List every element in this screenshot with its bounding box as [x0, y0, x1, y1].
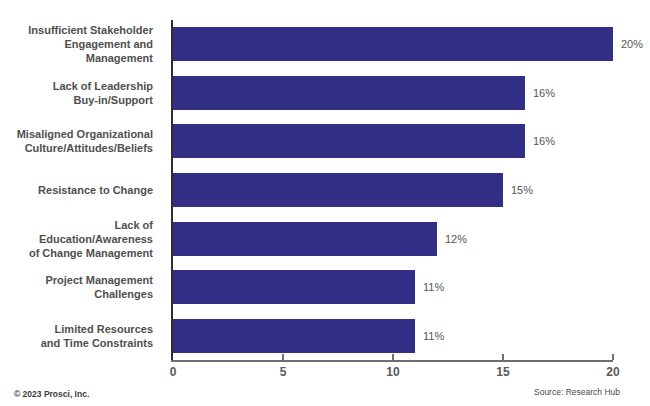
- bar: [173, 270, 415, 304]
- source-text: Source: Research Hub: [534, 387, 620, 397]
- bar-value-label: 12%: [445, 233, 467, 245]
- x-axis-tick: [612, 354, 614, 360]
- category-label: Limited Resources and Time Constraints: [0, 311, 153, 360]
- category-labels: Insufficient Stakeholder Engagement and …: [0, 20, 163, 360]
- x-axis-tick-label: 10: [373, 365, 413, 379]
- plot-area: 20%16%16%15%12%11%11%: [173, 20, 613, 360]
- x-axis-tick-label: 0: [153, 365, 193, 379]
- category-label: Lack of Education/Awareness of Change Ma…: [0, 214, 153, 263]
- category-label: Insufficient Stakeholder Engagement and …: [0, 20, 153, 69]
- bar: [173, 319, 415, 353]
- x-axis-tick-label: 5: [263, 365, 303, 379]
- bar: [173, 27, 613, 61]
- x-axis-tick: [282, 354, 284, 360]
- x-axis-line: [171, 360, 613, 362]
- bar: [173, 124, 525, 158]
- bar-value-label: 20%: [621, 38, 643, 50]
- category-label: Project Management Challenges: [0, 263, 153, 312]
- x-axis-tick-label: 20: [593, 365, 633, 379]
- bar-value-label: 11%: [423, 281, 444, 293]
- category-label: Misaligned Organizational Culture/Attitu…: [0, 117, 153, 166]
- bar-value-label: 16%: [533, 135, 555, 147]
- category-label: Lack of Leadership Buy-in/Support: [0, 69, 153, 118]
- category-label: Resistance to Change: [0, 166, 153, 215]
- bar: [173, 173, 503, 207]
- x-axis-tick-label: 15: [483, 365, 523, 379]
- bar: [173, 222, 437, 256]
- bar-value-label: 15%: [511, 184, 533, 196]
- bar-chart: Insufficient Stakeholder Engagement and …: [0, 0, 650, 406]
- copyright-text: © 2023 Prosci, Inc.: [14, 389, 89, 399]
- bar-value-label: 16%: [533, 87, 555, 99]
- bar: [173, 76, 525, 110]
- x-axis-tick: [502, 354, 504, 360]
- bar-value-label: 11%: [423, 330, 444, 342]
- x-axis-tick: [392, 354, 394, 360]
